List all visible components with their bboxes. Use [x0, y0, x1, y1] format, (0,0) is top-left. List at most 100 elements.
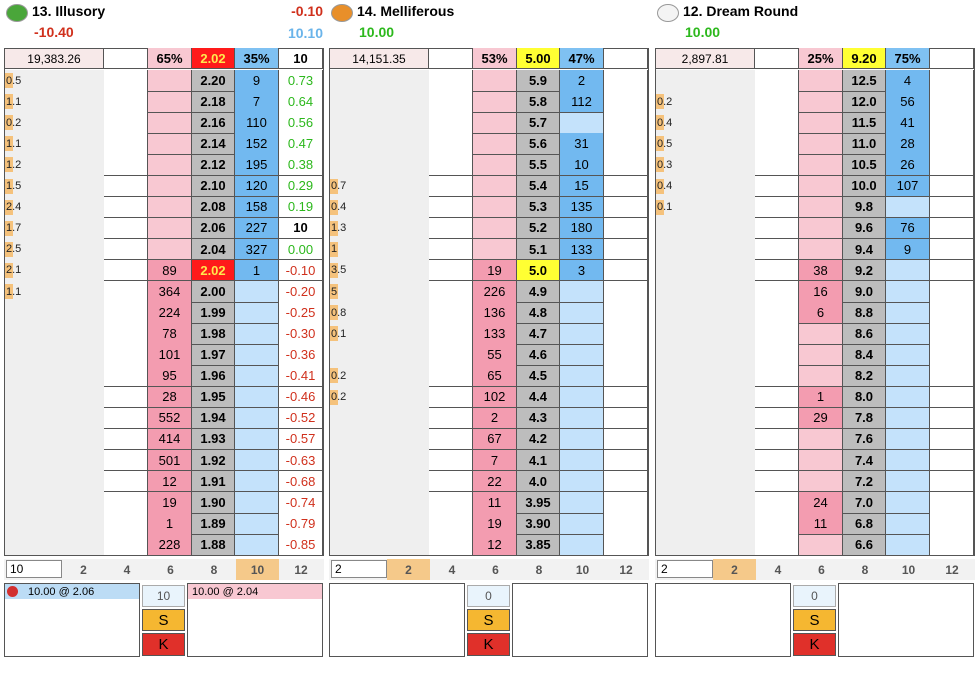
submit-button[interactable]: S	[467, 609, 510, 631]
lay-cell	[886, 365, 930, 387]
stake-button[interactable]: 8	[517, 559, 561, 580]
top-stake	[930, 48, 974, 69]
chart-area	[656, 70, 755, 556]
lay-cell	[235, 449, 279, 472]
kill-button[interactable]: K	[793, 633, 836, 656]
blank-cell	[429, 492, 473, 514]
price-cell: 8.0	[843, 386, 886, 409]
lay-cell	[886, 344, 930, 366]
back-cell	[799, 470, 843, 493]
lay-cell: 2	[560, 70, 604, 92]
volume-bar	[330, 220, 338, 236]
price-cell: 1.93	[192, 428, 235, 451]
price-column	[192, 70, 235, 556]
lay-cell	[886, 492, 930, 514]
back-cell: 136	[473, 302, 517, 324]
pl-cell	[604, 492, 648, 514]
price-cell: 8.8	[843, 302, 886, 324]
blank-cell	[755, 196, 799, 219]
price-cell: 10.0	[843, 175, 886, 198]
pl-cell	[930, 302, 974, 324]
price-cell: 9.8	[843, 196, 886, 219]
stake-button[interactable]: 12	[604, 559, 648, 580]
stake-button[interactable]: 12	[279, 559, 323, 580]
stake-button[interactable]: 10	[236, 559, 279, 580]
lay-orders	[512, 583, 648, 657]
stake-button[interactable]: 4	[105, 559, 149, 580]
top-stake: 10	[279, 48, 323, 69]
lay-cell: 4	[886, 70, 930, 92]
blank-cell	[429, 91, 473, 113]
blank-cell	[429, 449, 473, 472]
price-cell: 7.4	[843, 449, 886, 472]
blank-cell	[429, 217, 473, 240]
back-cell	[799, 133, 843, 155]
submit-button[interactable]: S	[793, 609, 836, 631]
stake-button[interactable]: 12	[930, 559, 974, 580]
back-cell: 501	[148, 449, 192, 472]
stake-button[interactable]: 6	[149, 559, 192, 580]
stake-button[interactable]: 2	[713, 559, 756, 580]
back-cell	[799, 534, 843, 556]
back-cell	[799, 91, 843, 113]
pl-cell	[604, 217, 648, 240]
pl-cell: -0.10	[279, 259, 323, 282]
blank-cell	[104, 428, 148, 451]
volume-bar	[330, 326, 338, 342]
submit-button[interactable]: S	[142, 609, 185, 631]
pl-cell	[604, 470, 648, 493]
stake-button[interactable]: 6	[474, 559, 517, 580]
lay-cell: 152	[235, 133, 279, 155]
back-cell: 414	[148, 428, 192, 451]
blank-cell	[104, 217, 148, 240]
price-cell: 6.8	[843, 513, 886, 535]
traded-volume: 0.4	[657, 180, 673, 193]
lay-cell	[235, 534, 279, 556]
stake-button[interactable]: 8	[192, 559, 236, 580]
runner-pl: -10.40	[34, 24, 74, 40]
stake-button[interactable]: 8	[843, 559, 887, 580]
volume-bar	[5, 157, 13, 173]
pl-cell: 0.19	[279, 196, 323, 219]
blank-cell	[104, 365, 148, 387]
pl-cell	[930, 112, 974, 134]
blank-cell	[755, 365, 799, 387]
stake-button[interactable]: 10	[887, 559, 930, 580]
cancel-icon[interactable]	[7, 586, 18, 597]
stake-button[interactable]: 2	[387, 559, 430, 580]
price-cell: 7.0	[843, 492, 886, 514]
stake-button[interactable]: 4	[430, 559, 474, 580]
volume-bar	[5, 220, 13, 236]
back-cell: 67	[473, 428, 517, 451]
lay-cell	[560, 470, 604, 493]
stake-input[interactable]: 2	[657, 560, 713, 578]
back-cell: 101	[148, 344, 192, 366]
stake-button[interactable]: 6	[800, 559, 843, 580]
stake-button[interactable]: 4	[756, 559, 800, 580]
volume-bar	[5, 73, 13, 89]
price-cell: 7.6	[843, 428, 886, 451]
stake-input[interactable]: 10	[6, 560, 62, 578]
blank-cell	[755, 302, 799, 324]
lay-cell: 10	[560, 154, 604, 176]
kill-button[interactable]: K	[467, 633, 510, 656]
back-cell: 364	[148, 281, 192, 303]
stake-input[interactable]: 2	[331, 560, 387, 578]
volume-bar	[5, 115, 13, 131]
blank-cell	[429, 70, 473, 92]
pl-cell	[930, 259, 974, 282]
lay-cell	[235, 281, 279, 303]
pl-cell	[930, 238, 974, 261]
lay-cell	[235, 428, 279, 451]
lay-cell: 120	[235, 175, 279, 198]
back-cell	[473, 175, 517, 198]
stake-button[interactable]: 10	[561, 559, 604, 580]
price-cell: 1.92	[192, 449, 235, 472]
lay-cell	[560, 365, 604, 387]
stake-button[interactable]: 2	[62, 559, 105, 580]
volume-bar	[330, 199, 338, 215]
back-cell: 133	[473, 323, 517, 345]
runner-pl: 10.00	[359, 24, 395, 40]
back-order-text: 10.00 @ 2.06	[28, 585, 95, 598]
kill-button[interactable]: K	[142, 633, 185, 656]
